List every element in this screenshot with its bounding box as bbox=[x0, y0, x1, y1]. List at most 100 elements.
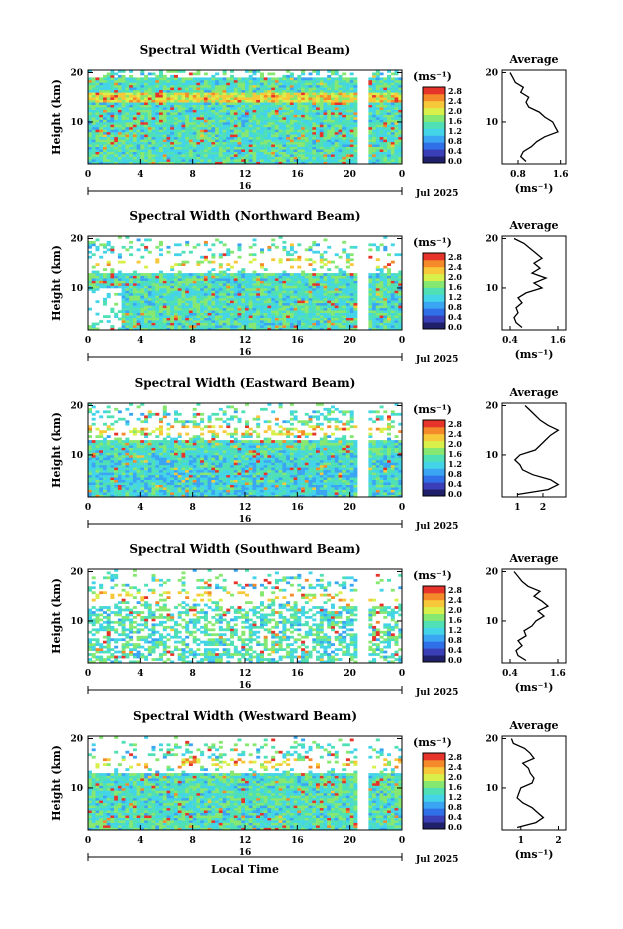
profile-line bbox=[509, 72, 559, 162]
profile-frame bbox=[501, 735, 567, 831]
profile-x-tick-label: 1 bbox=[518, 836, 524, 846]
x-tick-label: 0 bbox=[85, 669, 91, 679]
day-label: 16 bbox=[239, 681, 252, 691]
panel-title: Spectral Width (Westward Beam) bbox=[133, 709, 357, 723]
profile-title: Average bbox=[508, 552, 558, 565]
y-tick-label: 20 bbox=[70, 734, 83, 744]
x-tick-label: 0 bbox=[399, 836, 405, 846]
colorbar-tick-label: 2.4 bbox=[448, 96, 462, 106]
profile-frame bbox=[501, 235, 567, 331]
colorbar-tick-label: 2.0 bbox=[448, 439, 462, 449]
colorbar-tick-label: 1.6 bbox=[448, 615, 462, 625]
heatmap-cells bbox=[88, 569, 403, 664]
colorbar-tick-label: 0.0 bbox=[448, 156, 462, 166]
date-label: Jul 2025 bbox=[415, 855, 458, 865]
x-tick-label: 16 bbox=[291, 170, 304, 180]
colorbar-frame bbox=[422, 86, 446, 164]
profile-x-label: (ms⁻¹) bbox=[515, 848, 554, 861]
colorbar-frame bbox=[422, 419, 446, 497]
colorbar bbox=[423, 87, 445, 164]
y-tick-label: 20 bbox=[70, 401, 83, 411]
date-label: Jul 2025 bbox=[415, 688, 458, 698]
x-tick-label: 0 bbox=[399, 170, 405, 180]
profile-x-label: (ms⁻¹) bbox=[515, 182, 554, 195]
x-tick-label: 8 bbox=[190, 503, 196, 513]
x-tick-label: 16 bbox=[291, 836, 304, 846]
colorbar-tick-label: 0.4 bbox=[448, 312, 462, 322]
x-tick-label: 0 bbox=[85, 503, 91, 513]
panel-3: Spectral Width (Eastward Beam)2010Height… bbox=[50, 376, 567, 532]
heatmap-cells bbox=[88, 736, 403, 831]
profile-x-tick-label: 1.6 bbox=[550, 669, 566, 679]
colorbar-tick-label: 0.8 bbox=[448, 635, 462, 645]
colorbar-tick-label: 1.2 bbox=[448, 459, 462, 469]
panel-title: Spectral Width (Northward Beam) bbox=[129, 209, 360, 223]
heatmap-cells bbox=[88, 403, 403, 498]
x-tick-label: 12 bbox=[239, 170, 252, 180]
colorbar bbox=[423, 253, 445, 330]
colorbar-tick-label: 2.8 bbox=[448, 752, 462, 762]
colorbar-tick-label: 1.2 bbox=[448, 625, 462, 635]
y-tick-label: 10 bbox=[70, 118, 83, 128]
profile-frame bbox=[501, 402, 567, 498]
x-tick-label: 8 bbox=[190, 836, 196, 846]
colorbar-tick-label: 2.4 bbox=[448, 429, 462, 439]
heatmap-cells bbox=[88, 236, 403, 331]
profile-title: Average bbox=[508, 219, 558, 232]
profile-y-tick-label: 20 bbox=[485, 234, 498, 244]
date-label: Jul 2025 bbox=[415, 355, 458, 365]
colorbar-frame bbox=[422, 752, 446, 830]
colorbar-tick-label: 0.8 bbox=[448, 136, 462, 146]
y-axis-label: Height (km) bbox=[50, 412, 63, 488]
x-axis-label: Local Time bbox=[211, 863, 279, 876]
colorbar-unit: (ms⁻¹) bbox=[413, 736, 452, 749]
colorbar-tick-label: 0.0 bbox=[448, 822, 462, 832]
profile-y-tick-label: 10 bbox=[485, 784, 498, 794]
profile-y-tick-label: 20 bbox=[485, 567, 498, 577]
y-tick-label: 10 bbox=[70, 617, 83, 627]
colorbar-tick-label: 1.6 bbox=[448, 116, 462, 126]
profile-frame bbox=[501, 568, 567, 664]
x-tick-label: 16 bbox=[291, 336, 304, 346]
x-tick-label: 12 bbox=[239, 503, 252, 513]
colorbar-tick-label: 0.8 bbox=[448, 469, 462, 479]
x-tick-label: 8 bbox=[190, 669, 196, 679]
y-axis-label: Height (km) bbox=[50, 245, 63, 321]
colorbar-unit: (ms⁻¹) bbox=[413, 569, 452, 582]
colorbar-tick-label: 0.0 bbox=[448, 489, 462, 499]
y-axis-label: Height (km) bbox=[50, 578, 63, 654]
colorbar bbox=[423, 586, 445, 663]
profile-title: Average bbox=[508, 53, 558, 66]
colorbar-tick-label: 2.8 bbox=[448, 419, 462, 429]
colorbar-tick-label: 2.8 bbox=[448, 86, 462, 96]
colorbar-tick-label: 2.0 bbox=[448, 605, 462, 615]
profile-title: Average bbox=[508, 719, 558, 732]
colorbar-tick-label: 0.4 bbox=[448, 812, 462, 822]
day-label: 16 bbox=[239, 348, 252, 358]
colorbar-tick-label: 1.2 bbox=[448, 292, 462, 302]
y-axis-label: Height (km) bbox=[50, 745, 63, 821]
colorbar-unit: (ms⁻¹) bbox=[413, 236, 452, 249]
profile-frame bbox=[501, 69, 567, 165]
x-tick-label: 0 bbox=[399, 336, 405, 346]
x-tick-label: 8 bbox=[190, 336, 196, 346]
profile-y-tick-label: 20 bbox=[485, 401, 498, 411]
colorbar-tick-label: 0.8 bbox=[448, 302, 462, 312]
y-tick-label: 10 bbox=[70, 284, 83, 294]
colorbar-tick-label: 2.4 bbox=[448, 762, 462, 772]
profile-x-tick-label: 0.8 bbox=[510, 170, 526, 180]
profile-y-tick-label: 10 bbox=[485, 451, 498, 461]
colorbar-tick-label: 2.4 bbox=[448, 595, 462, 605]
x-tick-label: 4 bbox=[137, 503, 143, 513]
colorbar-tick-label: 0.4 bbox=[448, 146, 462, 156]
heatmap-cells bbox=[88, 70, 403, 165]
colorbar-frame bbox=[422, 585, 446, 663]
profile-title: Average bbox=[508, 386, 558, 399]
x-tick-label: 12 bbox=[239, 836, 252, 846]
profile-y-tick-label: 10 bbox=[485, 617, 498, 627]
colorbar-tick-label: 0.4 bbox=[448, 645, 462, 655]
colorbar-tick-label: 2.8 bbox=[448, 585, 462, 595]
colorbar-unit: (ms⁻¹) bbox=[413, 403, 452, 416]
panel-title: Spectral Width (Southward Beam) bbox=[129, 542, 360, 556]
